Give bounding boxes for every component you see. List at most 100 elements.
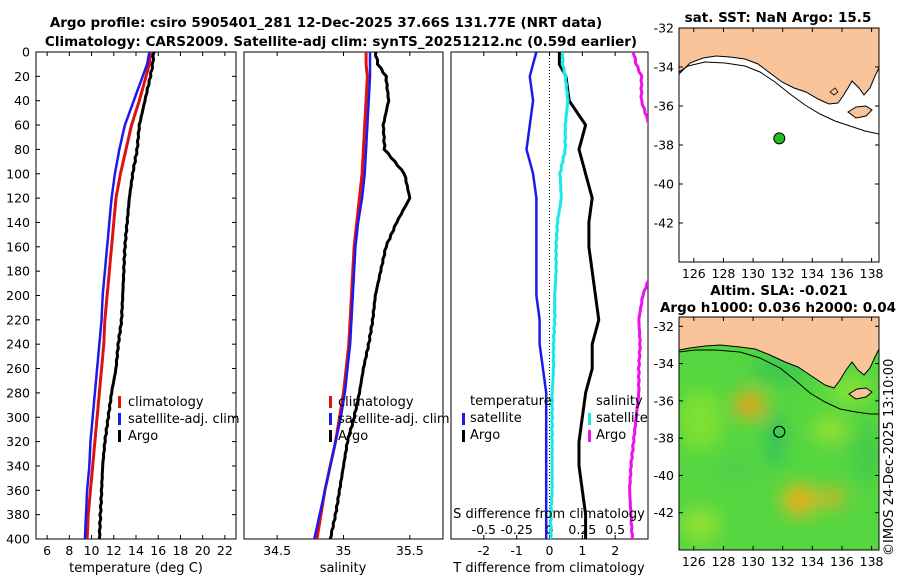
small-island (829, 87, 839, 96)
lat-tick-label: -34 (654, 356, 674, 371)
x-tick-label: 22 (217, 543, 233, 558)
sst-map-ticks: 126 128 130 132 134 136 138 -32 -34 -36 -38 -40 -42 (654, 21, 884, 282)
sla-map-ticks: 126 128 130 132 134 136 138 -32 -34 -36 -38 -40 -42 (654, 317, 884, 569)
lon-tick-label: 132 (771, 554, 795, 569)
lat-tick-label: -38 (654, 138, 674, 153)
legend-swatch-argo (118, 430, 121, 442)
series-line-argo (328, 52, 412, 539)
salinity-panel: 34.5 35 35.5 salinity climatology satellit… (243, 51, 450, 576)
legend-label-s-argo: Argo (596, 428, 626, 443)
temperature-xlabel: temperature (deg C) (69, 561, 203, 576)
x-tick-label: 8 (65, 543, 73, 558)
x-tick-label: 12 (106, 543, 122, 558)
x-top-tick-label: -0.5 (472, 522, 496, 537)
salinity-legend: climatology satellite-adj. clim Argo (329, 395, 450, 444)
x-tick-label: 34.5 (263, 543, 291, 558)
salinity-xlabel: salinity (320, 561, 367, 576)
legend-label-climatology: climatology (128, 395, 204, 410)
lat-tick-label: -42 (654, 216, 674, 231)
lon-tick-label: 138 (860, 554, 884, 569)
depth-tick-label: 80 (14, 142, 30, 157)
sst-coastline-land (679, 28, 879, 105)
x-top-tick-label: -0.25 (500, 522, 532, 537)
x-tick-label: 14 (128, 543, 144, 558)
salinity-x-ticks: 34.5 35 35.5 (263, 52, 424, 558)
temperature-axes-frame (35, 51, 237, 540)
legend-title-temperature: temperature (470, 394, 552, 409)
legend-swatch-climatology (329, 396, 332, 408)
x-tick-label: 20 (195, 543, 211, 558)
difference-legend: temperature satellite Argo salinity sate… (462, 394, 648, 443)
legend-swatch-s-argo (588, 430, 591, 442)
sla-map-panel: Altim. SLA: -0.021 Argo h1000: 0.036 h20… (654, 283, 896, 569)
legend-swatch-argo (329, 430, 332, 442)
sla-map-title-2: Argo h1000: 0.036 h2000: 0.04 (660, 300, 896, 316)
depth-tick-label: 320 (6, 434, 30, 449)
legend-label-s-satellite: satellite (596, 411, 648, 426)
x-tick-label: -1 (510, 543, 522, 558)
lon-tick-label: 130 (741, 554, 765, 569)
sst-map-title: sat. SST: NaN Argo: 15.5 (685, 10, 872, 26)
x-tick-label: 0 (546, 543, 554, 558)
sla-coastline-land (679, 317, 879, 389)
watermark: ©IMOS 24-Dec-2025 13:10:00 (882, 359, 897, 556)
x-tick-label: 2 (611, 543, 619, 558)
temperature-panel: 0204060801001201401601802002202402602803… (6, 45, 648, 576)
x-tick-label: 35 (336, 543, 352, 558)
legend-label-satellite: satellite-adj. clim (128, 412, 240, 427)
depth-tick-label: 240 (6, 337, 30, 352)
difference-xlabel-top: S difference from climatology (453, 507, 645, 522)
depth-tick-label: 340 (6, 458, 30, 473)
legend-label-t-argo: Argo (470, 428, 500, 443)
temperature-legend: climatology satellite-adj. clim Argo (118, 395, 240, 444)
depth-tick-label: 280 (6, 385, 30, 400)
depth-tick-label: 120 (6, 191, 30, 206)
difference-lines (525, 52, 648, 539)
legend-swatch-climatology (118, 396, 121, 408)
series-line-temperature-satellite (525, 52, 548, 539)
series-line-satellite-adj-clim (83, 52, 151, 539)
lat-tick-label: -34 (654, 60, 674, 75)
lat-tick-label: -40 (654, 177, 674, 192)
series-line-salinity-satellite (548, 52, 570, 539)
depth-tick-label: 60 (14, 118, 30, 133)
kangaroo-island (847, 105, 873, 119)
x-tick-label: 6 (43, 543, 51, 558)
lon-tick-label: 134 (800, 554, 824, 569)
x-top-tick-label: 0.5 (605, 522, 625, 537)
lon-tick-label: 136 (830, 554, 854, 569)
header-line-2: Climatology: CARS2009. Satellite-adj cli… (45, 34, 637, 50)
sla-anomaly-field (679, 356, 879, 543)
depth-tick-label: 200 (6, 288, 30, 303)
depth-tick-label: 220 (6, 312, 30, 327)
lon-tick-label: 126 (682, 266, 706, 281)
depth-tick-label: 260 (6, 361, 30, 376)
legend-label-satellite: satellite-adj. clim (338, 412, 450, 427)
lon-tick-label: 134 (800, 266, 824, 281)
lat-tick-label: -40 (654, 468, 674, 483)
x-tick-label: 35.5 (396, 543, 424, 558)
lon-tick-label: 128 (712, 554, 736, 569)
lon-tick-label: 138 (860, 266, 884, 281)
sla-map-title-1: Altim. SLA: -0.021 (710, 283, 847, 299)
sst-shelf-isobath (679, 61, 879, 135)
legend-title-salinity: salinity (596, 394, 643, 409)
legend-swatch-satellite (118, 413, 121, 425)
depth-tick-label: 380 (6, 507, 30, 522)
depth-tick-label: 300 (6, 410, 30, 425)
header-line-1: Argo profile: csiro 5905401_281 12-Dec-2… (50, 15, 602, 31)
x-tick-label: 1 (578, 543, 586, 558)
legend-swatch-s-satellite (588, 413, 591, 425)
x-tick-label: 16 (150, 543, 166, 558)
lat-tick-label: -36 (654, 393, 674, 408)
series-line-temperature-argo (557, 52, 601, 539)
salinity-lines (313, 52, 412, 539)
sla-map-frame (678, 316, 880, 551)
legend-swatch-t-argo (462, 430, 465, 442)
series-line-salinity-argo (628, 52, 648, 539)
series-line-climatology (85, 52, 152, 539)
lon-tick-label: 132 (771, 266, 795, 281)
lat-tick-label: -38 (654, 431, 674, 446)
